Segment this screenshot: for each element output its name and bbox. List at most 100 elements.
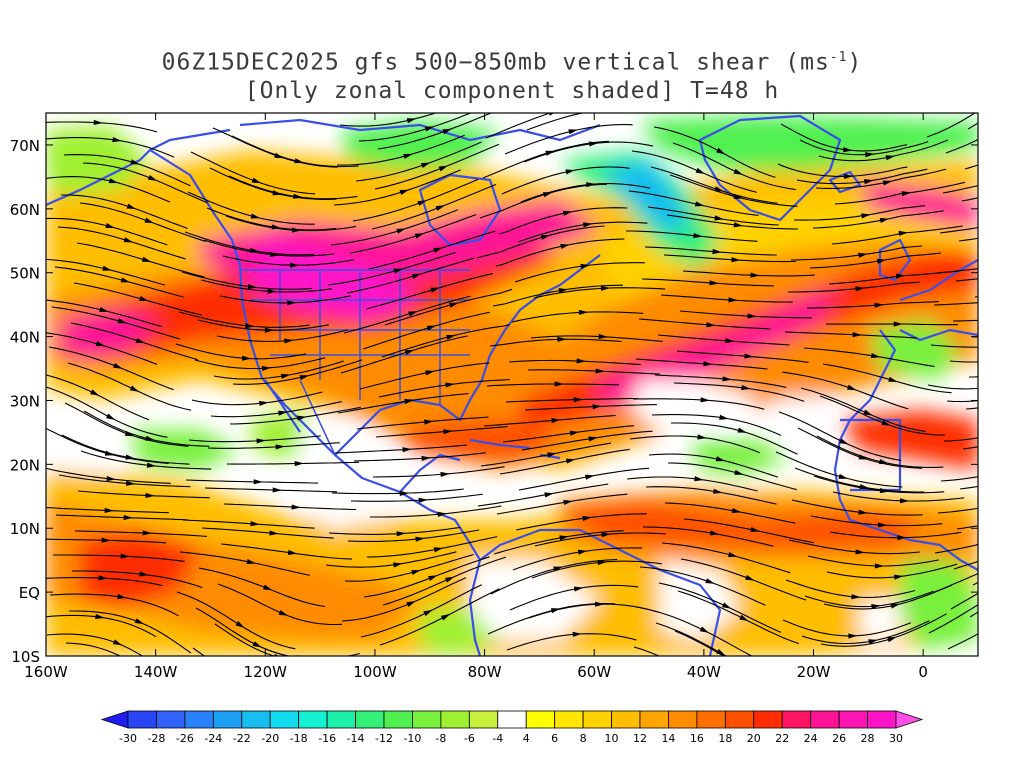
streamline (661, 542, 791, 574)
streamline-arrowhead (881, 420, 891, 426)
streamline-arrowhead (124, 430, 135, 437)
streamlines (46, 113, 1024, 656)
colorbar-swatch (156, 710, 186, 729)
streamline (660, 294, 793, 303)
streamline (829, 531, 962, 539)
streamline (489, 338, 622, 347)
lon-label: 60W (577, 663, 611, 681)
streamline-arrowhead (562, 210, 573, 216)
streamline (77, 490, 210, 499)
streamline (981, 197, 1024, 217)
streamline-arrowhead (863, 409, 873, 416)
streamline (476, 225, 605, 259)
streamline (784, 331, 917, 339)
streamline-arrowhead (117, 318, 128, 324)
streamline-arrowhead (393, 562, 403, 568)
streamline-arrowhead (890, 603, 901, 609)
colorbar-label: -30 (119, 732, 137, 745)
streamline-arrowhead (750, 526, 760, 533)
streamline (46, 176, 171, 203)
streamline (327, 251, 456, 286)
streamline (67, 362, 192, 411)
streamline (358, 113, 473, 142)
streamline (344, 553, 474, 582)
streamline (679, 310, 812, 319)
colorbar-label: 12 (633, 732, 647, 745)
streamline (813, 475, 945, 494)
streamline-arrowhead (871, 603, 881, 610)
streamline (198, 567, 326, 608)
streamline-arrowhead (435, 205, 446, 211)
streamline-arrowhead (129, 385, 140, 392)
streamline (343, 295, 471, 334)
streamline-arrowhead (565, 458, 576, 464)
streamline (971, 336, 978, 338)
streamline (495, 238, 625, 267)
streamline-arrowhead (554, 381, 564, 387)
streamline (672, 142, 796, 191)
streamline (655, 622, 728, 656)
streamline-arrowhead (444, 576, 455, 583)
streamline (191, 391, 323, 406)
streamline-arrowhead (294, 158, 305, 164)
streamline (806, 301, 939, 309)
streamline-arrowhead (399, 490, 409, 496)
streamline (499, 448, 630, 475)
streamline-arrowhead (104, 450, 115, 456)
colorbar-swatch (383, 710, 413, 729)
streamline (638, 318, 771, 330)
streamline-arrowhead (104, 507, 114, 513)
streamline (799, 139, 929, 156)
streamline-arrowhead (852, 332, 862, 338)
streamline (362, 311, 490, 350)
streamline (356, 416, 489, 430)
streamline (350, 493, 483, 502)
streamline (377, 113, 493, 150)
streamline-arrowhead (699, 626, 710, 634)
streamline (982, 420, 1024, 465)
streamline-arrowhead (706, 322, 716, 328)
streamline (493, 530, 624, 555)
streamline (330, 209, 459, 246)
streamline-arrowhead (700, 397, 710, 403)
colorbar-label: -24 (204, 732, 222, 745)
streamline-arrowhead (267, 288, 277, 294)
colorbar-swatch (582, 710, 612, 729)
streamline (220, 543, 353, 560)
colorbar-swatch (212, 710, 243, 729)
colorbar-swatch (668, 710, 698, 729)
streamline (212, 127, 338, 168)
colorbar-label: 28 (861, 732, 875, 745)
streamline (775, 451, 903, 488)
streamline-arrowhead (545, 150, 555, 156)
streamline-arrowhead (578, 309, 589, 316)
streamline-arrowhead (272, 190, 282, 196)
streamline-arrowhead (247, 283, 258, 290)
streamline (63, 154, 191, 187)
streamline (328, 526, 461, 535)
streamline (203, 239, 335, 257)
streamline (384, 288, 513, 326)
streamline-arrowhead (1001, 537, 1011, 542)
streamline-arrowhead (861, 213, 871, 219)
streamline (57, 226, 186, 260)
streamline-arrowhead (901, 191, 912, 197)
streamline-arrowhead (709, 530, 720, 536)
streamline (664, 502, 796, 524)
streamline-arrowhead (576, 358, 586, 364)
streamline-arrowhead (569, 430, 580, 436)
streamline (677, 590, 800, 645)
streamline-arrowhead (420, 162, 431, 169)
streamline-arrowhead (855, 549, 865, 555)
colorbar-swatch (412, 710, 442, 729)
streamline-arrowhead (125, 480, 136, 486)
chart-title: 06Z15DEC2025 gfs 500−850mb vertical shea… (0, 44, 1024, 105)
colorbar-swatch (781, 710, 812, 729)
colorbar-label: -8 (435, 732, 446, 745)
streamline-arrowhead (404, 398, 414, 405)
streamline (518, 467, 650, 491)
streamline (188, 435, 321, 443)
streamline (46, 386, 168, 438)
longitude-axis: 160W 140W 120W 100W 80W 60W 40W 20W 0 (24, 113, 928, 681)
streamline (379, 588, 500, 646)
